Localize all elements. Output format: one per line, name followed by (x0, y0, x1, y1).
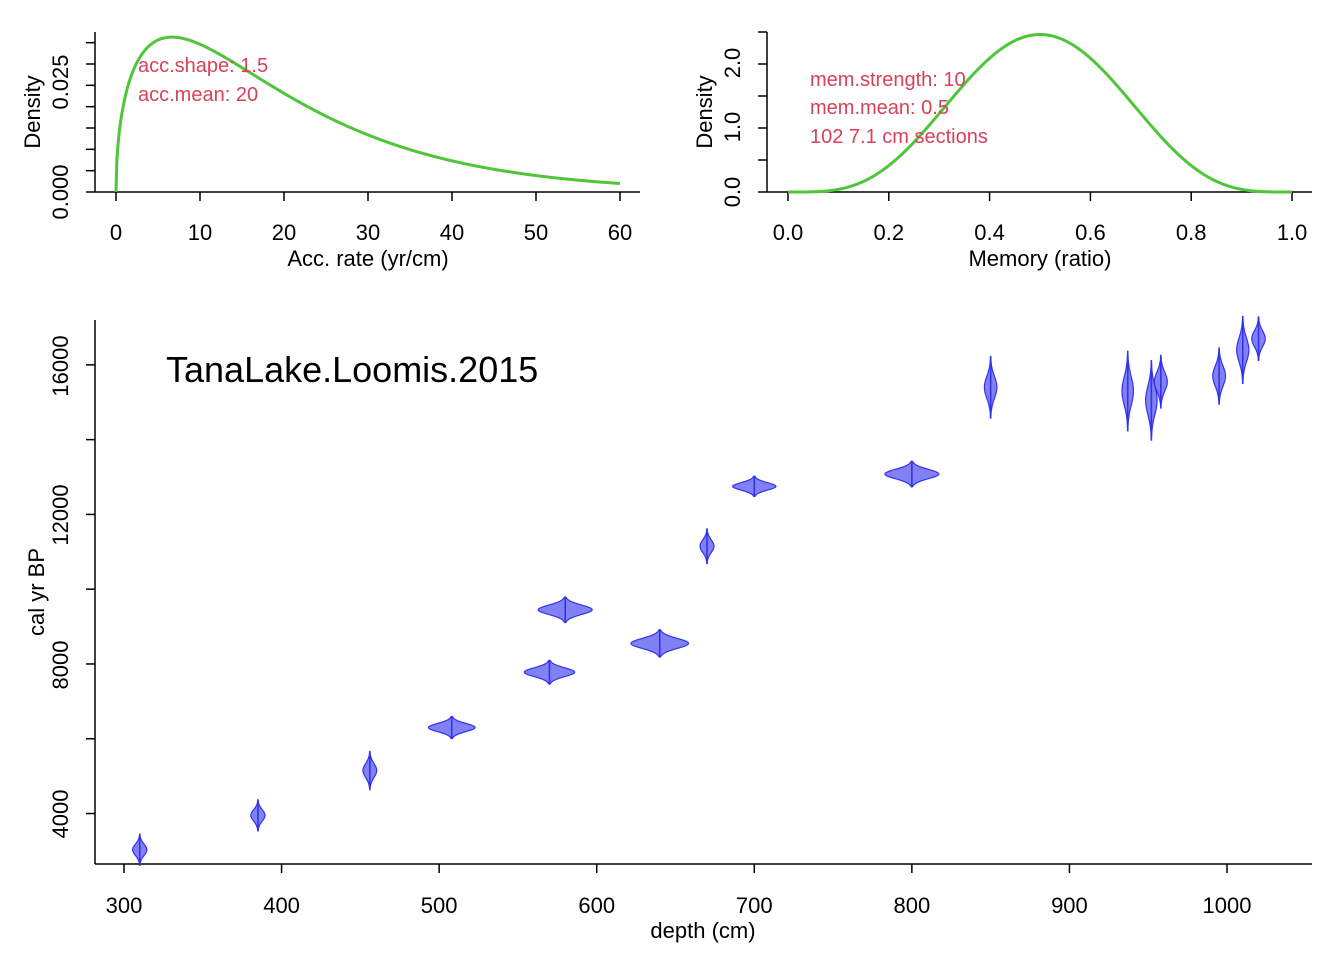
acc-x-tick-label: 40 (440, 220, 464, 245)
mem-y-minor-ticks (758, 31, 767, 193)
age-x-tick-label: 900 (1051, 893, 1088, 918)
dated-samples (132, 315, 1266, 866)
core-title: TanaLake.Loomis.2015 (166, 349, 538, 390)
acc-y-tick-label-1: 0.025 (48, 54, 73, 109)
dated-sample-1010 (1236, 315, 1250, 385)
acc-x-tick-label: 10 (188, 220, 212, 245)
age-x-tick-label: 500 (421, 893, 458, 918)
age-y-tick-label-12000: 12000 (48, 484, 73, 545)
acc-x-tick-label: 50 (524, 220, 548, 245)
memory-prior-panel: 0.0 0.2 0.4 0.6 0.8 1.0 0.0 1.0 2.0 Density M… (692, 31, 1312, 271)
mem-x-tick-label: 0.4 (974, 220, 1005, 245)
acc-x-tick-label: 60 (608, 220, 632, 245)
acc-shape-annotation: acc.shape: 1.5 (138, 55, 268, 77)
dated-sample-995 (1212, 347, 1227, 405)
dated-sample-580 (537, 596, 593, 624)
acc-x-tick-label: 0 (110, 220, 122, 245)
dated-sample-1020 (1251, 316, 1266, 362)
acc-x-tick-label: 30 (356, 220, 380, 245)
mem-x-tick-label: 0.6 (1075, 220, 1106, 245)
mem-x-axis-label: Memory (ratio) (968, 246, 1111, 271)
age-depth-panel: 300 400 500 600 700 800 900 1000 4000 8000 1200… (24, 315, 1312, 943)
acc-x-ticks: 0 10 20 30 40 50 60 (110, 192, 632, 245)
age-y-axis-label: cal yr BP (24, 548, 49, 636)
dated-sample-958 (1153, 354, 1168, 409)
age-x-tick-label: 1000 (1203, 893, 1252, 918)
mem-x-tick-label: 0.2 (874, 220, 905, 245)
dated-sample-670 (699, 528, 715, 565)
age-x-tick-label: 300 (106, 893, 143, 918)
mem-strength-annotation: mem.strength: 10 (810, 69, 966, 91)
mem-x-ticks: 0.0 0.2 0.4 0.6 0.8 1.0 (773, 192, 1308, 245)
age-x-axis-label: depth (cm) (650, 918, 755, 943)
acc-rate-prior-panel: 0 10 20 30 40 50 60 0.000 0.025 Density Acc. r… (20, 32, 640, 271)
dated-sample-456 (362, 750, 378, 791)
dated-sample-570 (523, 659, 576, 685)
age-y-minor-ticks (86, 364, 95, 815)
dated-sample-850 (983, 355, 998, 419)
mem-mean-annotation: mem.mean: 0.5 (810, 97, 949, 119)
acc-y-tick-label-0: 0.000 (48, 164, 73, 219)
sections-annotation: 102 7.1 cm sections (810, 126, 988, 148)
acc-x-tick-label: 20 (272, 220, 296, 245)
mem-x-tick-label: 0.0 (773, 220, 804, 245)
acc-x-axis-label: Acc. rate (yr/cm) (287, 246, 448, 271)
age-x-tick-label: 800 (893, 893, 930, 918)
mem-y-tick-label-1: 1.0 (720, 112, 745, 143)
acc-mean-annotation: acc.mean: 20 (138, 84, 258, 106)
age-y-tick-label-16000: 16000 (48, 335, 73, 396)
age-x-tick-label: 400 (263, 893, 300, 918)
age-y-tick-label-4000: 4000 (48, 790, 73, 839)
dated-sample-937 (1121, 350, 1135, 432)
dated-sample-640 (630, 629, 690, 658)
mem-y-tick-label-0: 0.0 (720, 177, 745, 208)
age-x-tick-label: 700 (736, 893, 773, 918)
dated-sample-385 (250, 799, 266, 832)
mem-x-tick-label: 1.0 (1277, 220, 1308, 245)
dated-sample-700 (732, 475, 777, 498)
mem-y-axis-label: Density (692, 75, 717, 148)
dated-sample-310 (132, 833, 148, 866)
acc-y-minor-ticks (86, 41, 95, 193)
age-y-tick-label-8000: 8000 (48, 641, 73, 690)
acc-y-axis-label: Density (20, 75, 45, 148)
mem-y-tick-label-2: 2.0 (720, 48, 745, 79)
acc-rate-gamma-curve (114, 35, 621, 193)
memory-beta-curve (788, 32, 1292, 194)
age-x-ticks: 300 400 500 600 700 800 900 1000 (106, 864, 1252, 918)
age-x-tick-label: 600 (578, 893, 615, 918)
dated-sample-508 (427, 715, 476, 740)
dated-sample-800 (884, 460, 940, 488)
mem-x-tick-label: 0.8 (1176, 220, 1207, 245)
